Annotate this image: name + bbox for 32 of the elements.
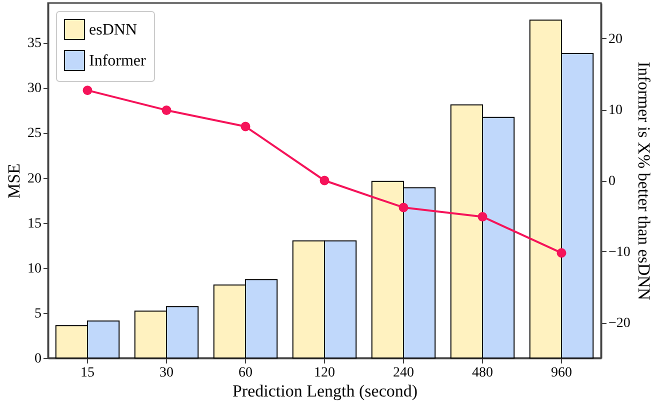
x-tick-label: 480 [472, 366, 493, 380]
y2-tick-label: 20 [608, 32, 622, 47]
point [398, 202, 408, 212]
y-tick-label: 0 [34, 352, 42, 366]
y-tick-label: 15 [28, 216, 42, 232]
legend-label: Informer [89, 52, 147, 70]
x-tick-label: 960 [551, 366, 572, 380]
point [82, 86, 92, 96]
y2-tick-label: 0 [608, 174, 616, 189]
x-tick-label: 15 [80, 366, 94, 380]
y-tick-label: 5 [34, 306, 42, 322]
point [240, 122, 250, 132]
x-axis-title: Prediction Length (second) [232, 382, 418, 400]
y2-axis-title: Informer is X% better than esDNN [634, 62, 654, 300]
x-tick-label: 120 [314, 366, 335, 380]
y-tick-label: 10 [28, 261, 42, 276]
y-tick-label: 35 [28, 36, 42, 52]
x-tick-label: 60 [238, 366, 252, 380]
y-tick-label: 25 [28, 126, 42, 142]
point [162, 105, 172, 115]
point [556, 248, 566, 258]
y-axis-title: MSE [4, 164, 24, 198]
legend-label: esDNN [89, 22, 138, 38]
y2-tick-label: 10 [608, 103, 622, 118]
y2-tick-label: −10 [608, 245, 630, 260]
y2-tick-label: −20 [608, 316, 630, 331]
y-tick-label: 30 [28, 81, 42, 96]
y-tick-label: 20 [28, 171, 42, 186]
point [320, 176, 330, 186]
point [478, 212, 488, 222]
x-tick-label: 30 [160, 366, 174, 380]
x-tick-label: 240 [393, 366, 414, 380]
